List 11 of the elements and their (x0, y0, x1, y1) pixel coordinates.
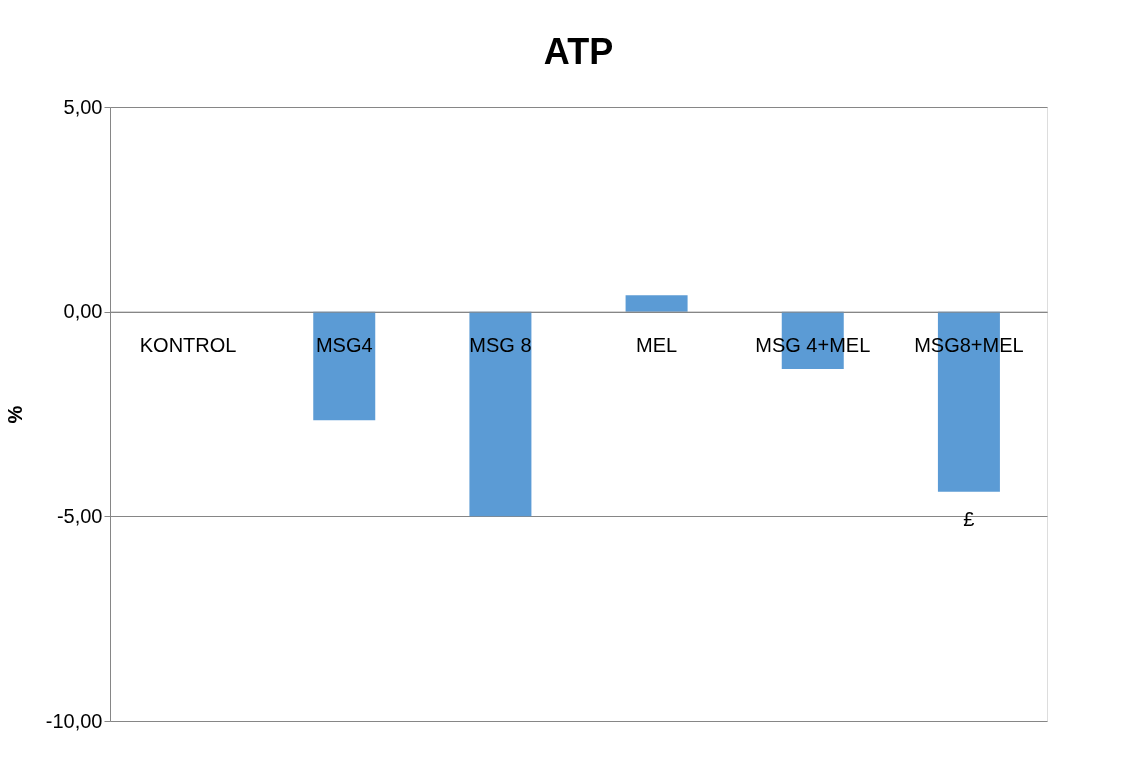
y-axis-title: % (3, 405, 26, 424)
x-tick-label: MEL (636, 334, 678, 357)
x-tick-label: MSG4 (315, 334, 373, 357)
y-tick-label: 5,00 (63, 95, 103, 118)
y-tick-label: -10,00 (45, 709, 103, 732)
annotation: £ (963, 507, 975, 530)
chart-title: ATP (543, 31, 614, 72)
y-tick-label: -5,00 (56, 504, 103, 527)
x-tick-label: MSG 8 (469, 334, 532, 357)
x-tick-label: KONTROL (139, 334, 237, 357)
y-tick-label: 0,00 (63, 300, 103, 323)
